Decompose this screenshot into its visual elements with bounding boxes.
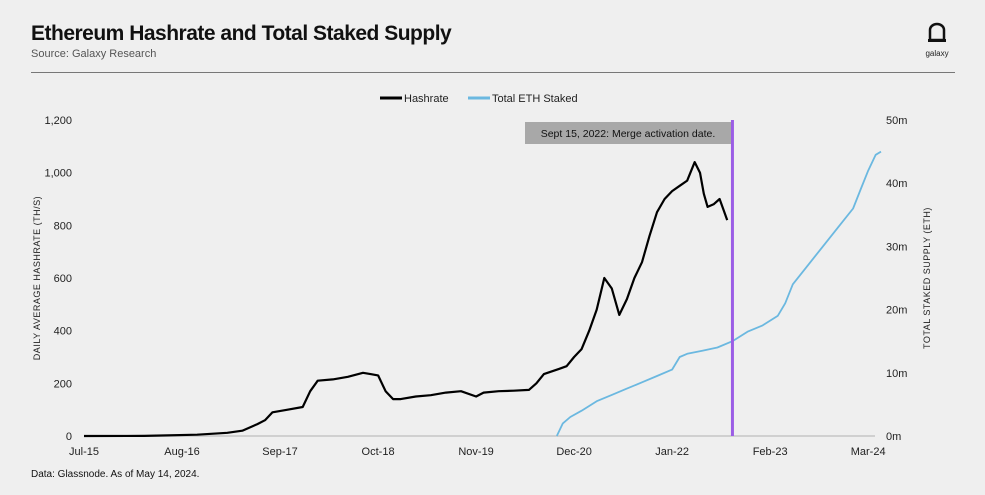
y-tick-label: 1,000 (44, 168, 72, 180)
legend-label-staked: Total ETH Staked (492, 93, 578, 105)
y-tick-label: 200 (54, 378, 72, 390)
hashrate-line (83, 161, 729, 438)
y2-tick-label: 30m (886, 241, 907, 253)
x-tick-label: Jan-22 (655, 446, 689, 458)
x-tick-label: Feb-23 (753, 446, 788, 458)
x-tick-label: Nov-19 (458, 446, 493, 458)
chart-title: Ethereum Hashrate and Total Staked Suppl… (31, 22, 452, 45)
y-axis-label: DAILY AVERAGE HASHRATE (TH/S) (32, 196, 42, 360)
chart-source: Source: Galaxy Research (31, 48, 157, 60)
galaxy-logo: galaxy (925, 22, 949, 58)
x-tick-label: Aug-16 (164, 446, 199, 458)
x-tick-label: Oct-18 (362, 446, 395, 458)
y2-tick-label: 40m (886, 178, 907, 190)
galaxy-logo-icon (928, 22, 946, 42)
annotation-box (525, 122, 731, 144)
y2-tick-label: 20m (886, 305, 907, 317)
y2-tick-label: 50m (886, 115, 907, 127)
footer-note: Data: Glassnode. As of May 14, 2024. (31, 469, 200, 480)
staked-line (555, 150, 882, 437)
y2-tick-label: 0m (886, 431, 901, 443)
y-tick-label: 1,200 (44, 115, 72, 127)
x-tick-label: Mar-24 (851, 446, 886, 458)
y-tick-label: 400 (54, 326, 72, 338)
y-tick-label: 600 (54, 273, 72, 285)
logo-text: galaxy (925, 49, 949, 58)
y-tick-label: 0 (66, 431, 72, 443)
x-tick-label: Dec-20 (556, 446, 591, 458)
y2-axis-label: TOTAL STAKED SUPPLY (ETH) (922, 207, 932, 349)
y-tick-label: 800 (54, 220, 72, 232)
x-tick-label: Jul-15 (69, 446, 99, 458)
legend-label-hashrate: Hashrate (404, 93, 449, 105)
x-tick-label: Sep-17 (262, 446, 297, 458)
annotation-label: Sept 15, 2022: Merge activation date. (541, 128, 716, 140)
header-divider (31, 72, 955, 73)
y2-tick-label: 10m (886, 368, 907, 380)
